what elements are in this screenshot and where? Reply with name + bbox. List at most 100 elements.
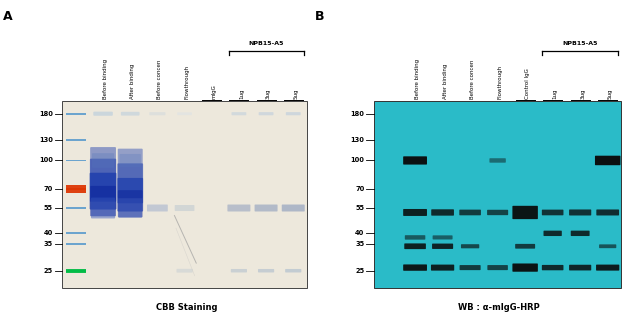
FancyBboxPatch shape [255, 204, 278, 211]
FancyBboxPatch shape [258, 269, 274, 273]
Bar [65, 232, 86, 234]
FancyBboxPatch shape [461, 244, 479, 248]
Text: After binding: After binding [130, 63, 135, 99]
Text: Control IgG: Control IgG [525, 68, 530, 99]
Text: Flowthrough: Flowthrough [184, 65, 189, 99]
FancyBboxPatch shape [177, 112, 192, 115]
Text: After binding: After binding [442, 63, 447, 99]
FancyBboxPatch shape [487, 265, 508, 270]
FancyBboxPatch shape [431, 265, 454, 271]
FancyBboxPatch shape [569, 265, 591, 270]
Text: 130: 130 [351, 137, 364, 143]
Text: NPB15-A5: NPB15-A5 [563, 41, 598, 46]
FancyBboxPatch shape [150, 112, 166, 115]
Text: 130: 130 [39, 137, 53, 143]
FancyBboxPatch shape [569, 210, 591, 216]
FancyBboxPatch shape [403, 209, 427, 216]
Text: 55: 55 [356, 205, 364, 211]
FancyBboxPatch shape [405, 235, 426, 240]
FancyBboxPatch shape [90, 147, 116, 200]
Text: Before binding: Before binding [103, 59, 108, 99]
Text: 3ug: 3ug [580, 88, 585, 99]
Text: 25: 25 [44, 268, 53, 274]
Text: 35: 35 [44, 241, 53, 247]
FancyBboxPatch shape [595, 156, 621, 165]
FancyBboxPatch shape [93, 112, 113, 116]
FancyBboxPatch shape [227, 204, 250, 211]
FancyBboxPatch shape [543, 231, 562, 236]
FancyBboxPatch shape [403, 264, 427, 271]
FancyBboxPatch shape [120, 154, 141, 167]
FancyBboxPatch shape [512, 263, 538, 272]
FancyBboxPatch shape [599, 244, 616, 248]
FancyBboxPatch shape [571, 231, 589, 236]
FancyBboxPatch shape [90, 186, 116, 216]
FancyBboxPatch shape [118, 198, 142, 218]
FancyBboxPatch shape [117, 178, 143, 211]
FancyBboxPatch shape [231, 269, 247, 273]
FancyBboxPatch shape [431, 209, 454, 216]
FancyBboxPatch shape [542, 265, 563, 270]
Text: 35: 35 [355, 241, 364, 247]
FancyBboxPatch shape [487, 210, 508, 215]
FancyBboxPatch shape [91, 197, 115, 218]
Bar [65, 139, 86, 140]
FancyBboxPatch shape [176, 269, 193, 273]
Text: B: B [315, 10, 324, 23]
FancyBboxPatch shape [596, 210, 619, 216]
Text: WB : α-mIgG-HRP: WB : α-mIgG-HRP [457, 303, 540, 312]
Text: CBB Staining: CBB Staining [156, 303, 217, 312]
FancyBboxPatch shape [90, 159, 117, 202]
FancyBboxPatch shape [121, 112, 140, 116]
Bar [62, 101, 307, 288]
FancyBboxPatch shape [432, 243, 453, 249]
Text: 1ug: 1ug [553, 88, 558, 99]
Text: 3ug: 3ug [266, 88, 271, 99]
FancyBboxPatch shape [404, 243, 426, 249]
Text: 70: 70 [44, 186, 53, 192]
Text: Flowthrough: Flowthrough [498, 65, 503, 99]
Text: 100: 100 [39, 158, 53, 164]
Text: 55: 55 [44, 205, 53, 211]
Bar [65, 113, 86, 115]
FancyBboxPatch shape [459, 210, 481, 215]
Text: 180: 180 [351, 111, 364, 117]
Text: A: A [3, 10, 12, 23]
FancyBboxPatch shape [90, 173, 117, 210]
Text: 40: 40 [44, 230, 53, 236]
FancyBboxPatch shape [285, 269, 302, 273]
Bar [65, 243, 86, 245]
Text: 1ug: 1ug [239, 88, 244, 99]
Text: 180: 180 [39, 111, 53, 117]
Text: 25: 25 [355, 268, 364, 274]
Text: Before binding: Before binding [415, 59, 420, 99]
FancyBboxPatch shape [542, 210, 563, 215]
Bar [65, 185, 86, 193]
Text: 5ug: 5ug [607, 88, 612, 99]
Text: Before concen: Before concen [470, 60, 475, 99]
Bar [65, 207, 86, 209]
FancyBboxPatch shape [174, 205, 194, 211]
FancyBboxPatch shape [259, 112, 273, 115]
FancyBboxPatch shape [432, 235, 452, 239]
Text: 40: 40 [355, 230, 364, 236]
FancyBboxPatch shape [512, 206, 538, 219]
FancyBboxPatch shape [286, 112, 301, 115]
Text: 70: 70 [355, 186, 364, 192]
Bar [65, 159, 86, 161]
Bar [65, 268, 86, 273]
FancyBboxPatch shape [147, 204, 168, 211]
FancyBboxPatch shape [118, 149, 143, 198]
FancyBboxPatch shape [515, 244, 535, 249]
FancyBboxPatch shape [596, 265, 619, 271]
FancyBboxPatch shape [117, 163, 143, 203]
FancyBboxPatch shape [490, 158, 506, 163]
FancyBboxPatch shape [232, 112, 246, 115]
Bar [65, 270, 86, 272]
Text: 100: 100 [351, 158, 364, 164]
FancyBboxPatch shape [92, 153, 114, 168]
FancyBboxPatch shape [118, 190, 143, 217]
FancyBboxPatch shape [460, 265, 480, 270]
Bar [374, 101, 621, 288]
Text: 5ug: 5ug [293, 88, 298, 99]
